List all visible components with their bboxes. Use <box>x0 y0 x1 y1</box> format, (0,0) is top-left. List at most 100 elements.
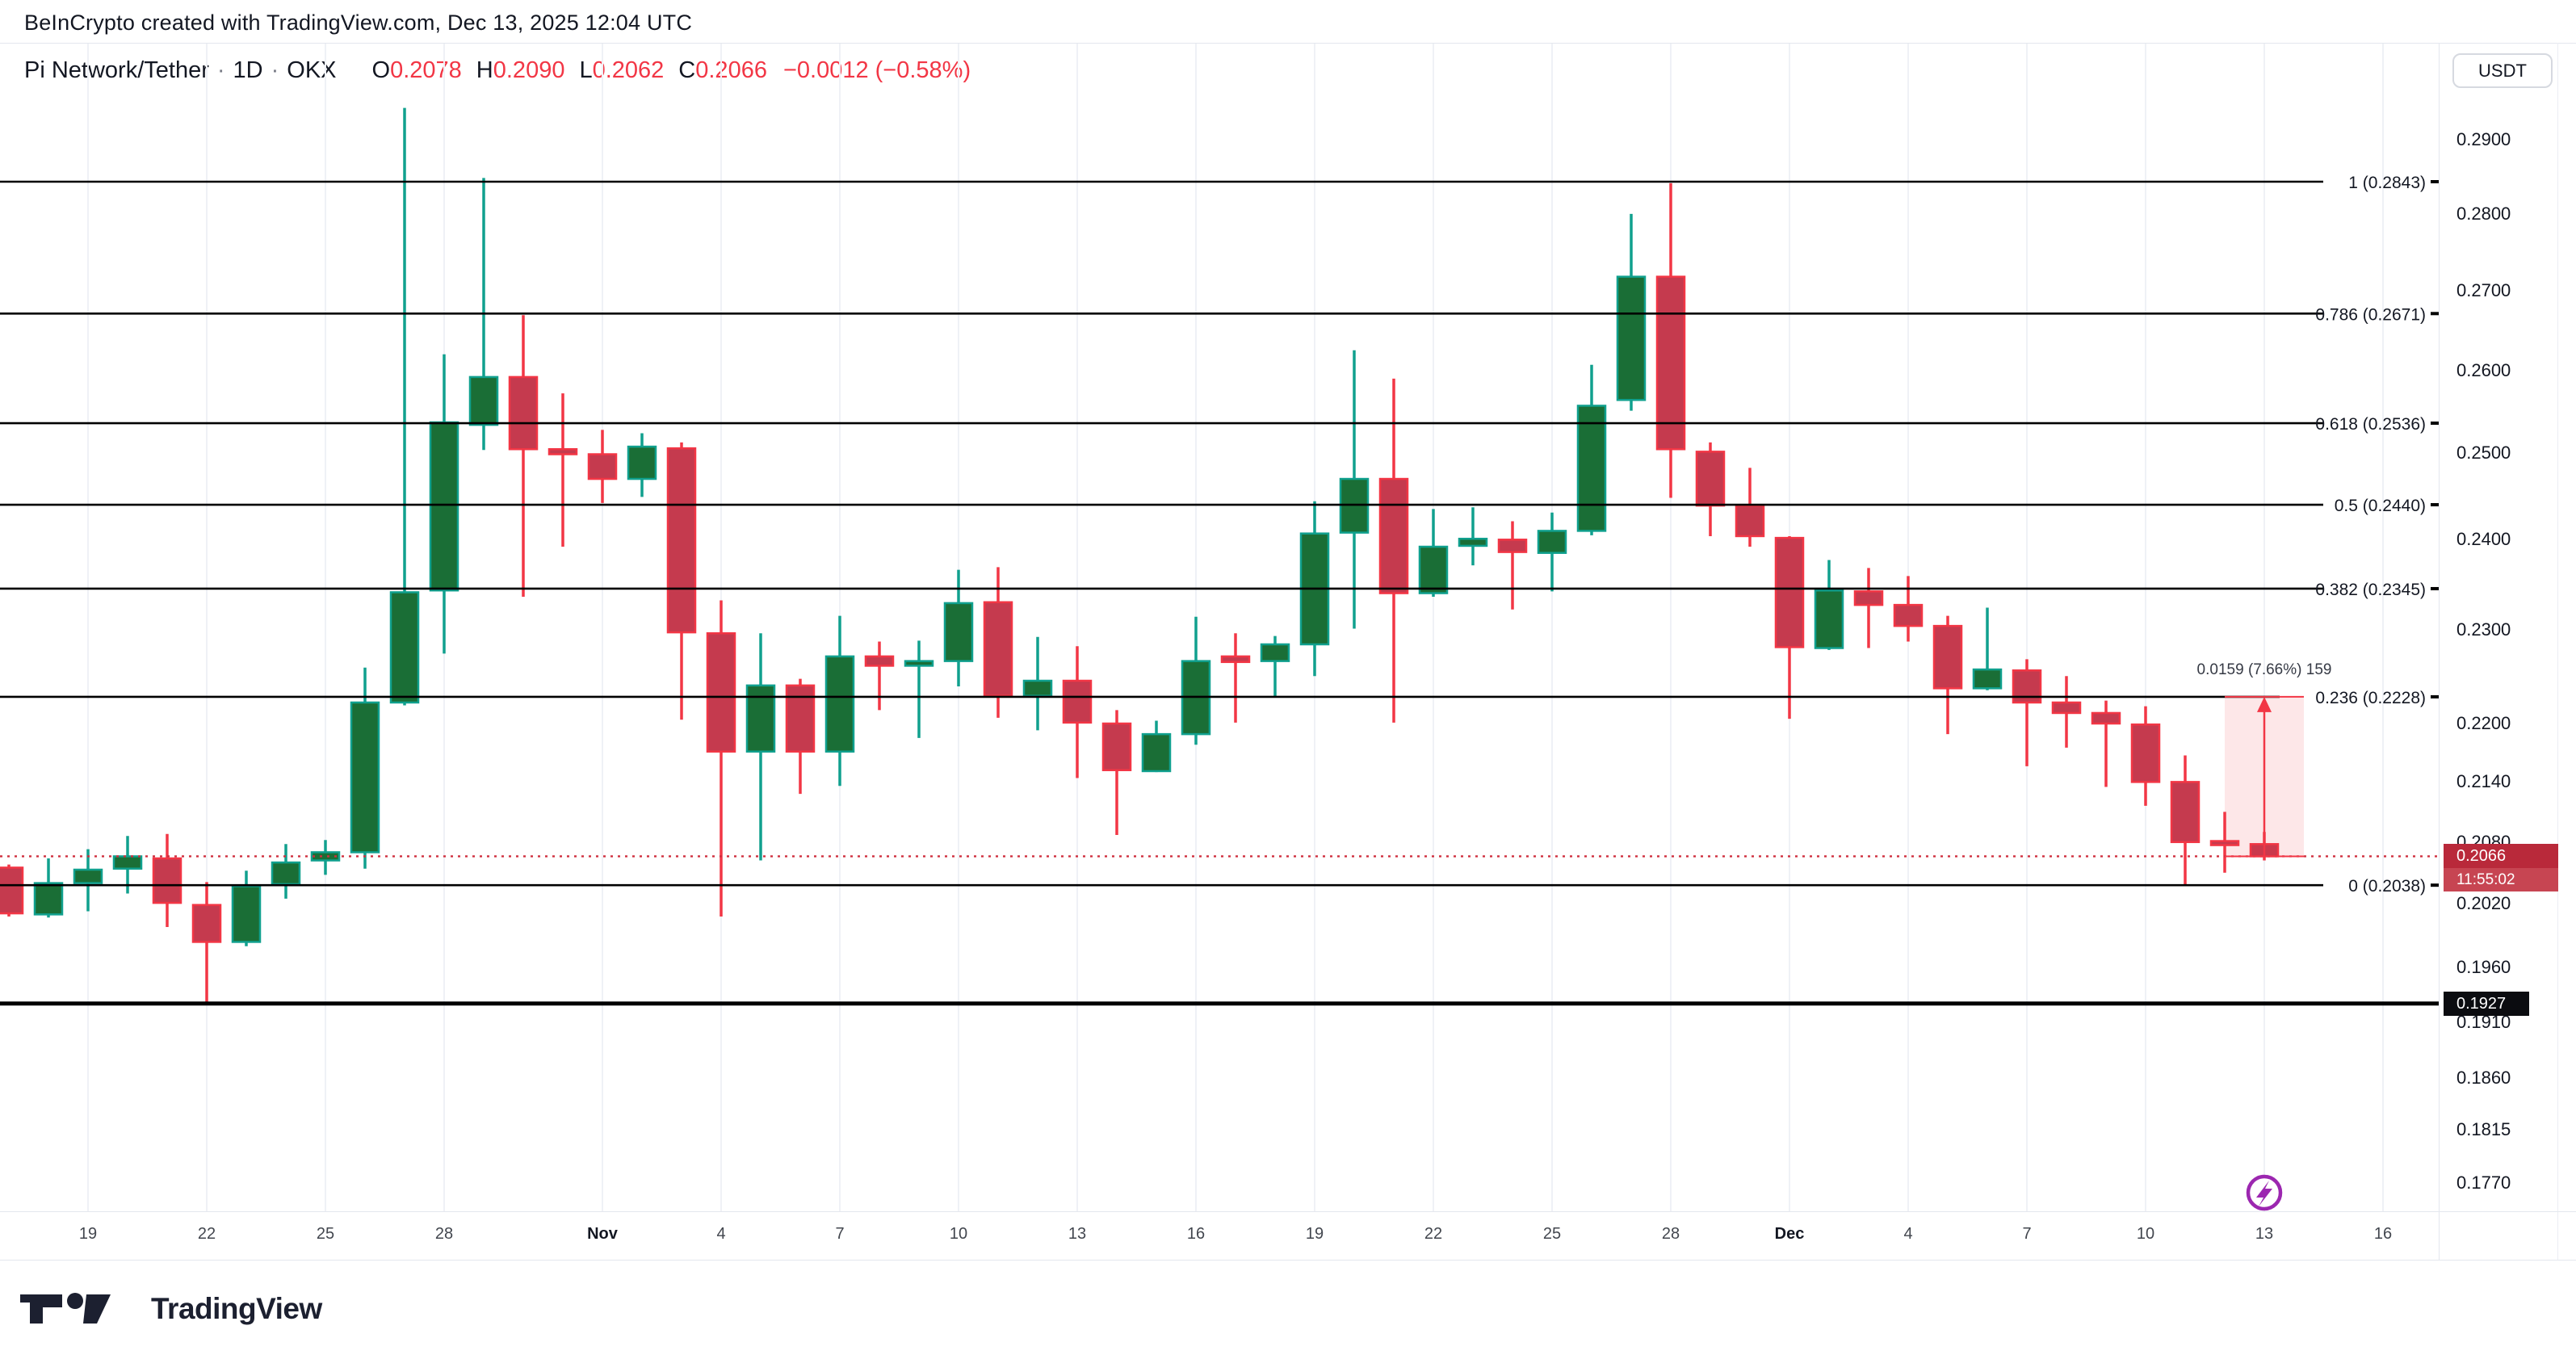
candle-body-nov-27 <box>1616 275 1647 401</box>
time-axis-tick: 10 <box>949 1225 968 1243</box>
price-axis-tick: 0.1860 <box>2456 1068 2511 1089</box>
candle-body-dec-11 <box>2170 781 2201 844</box>
candle-body-nov-7 <box>824 655 855 753</box>
support-price-badge: 0.1927 <box>2444 991 2529 1016</box>
candle-body-dec-5 <box>1932 624 1963 690</box>
fib-tick-dash <box>2431 586 2439 590</box>
attribution-text: BeInCrypto created with TradingView.com,… <box>24 10 693 35</box>
candle-body-nov-18 <box>1260 643 1290 662</box>
candle-body-nov-1 <box>587 453 618 480</box>
time-axis-tick: 28 <box>434 1225 454 1243</box>
candle-body-nov-9 <box>904 660 934 667</box>
fib-label: 0.786 (0.2671) <box>2315 305 2426 324</box>
candle-body-nov-5 <box>745 684 776 753</box>
time-axis-tick: 19 <box>78 1225 98 1243</box>
fib-tick-dash <box>2431 503 2439 507</box>
time-axis-month-label: Dec <box>1774 1225 1805 1243</box>
tradingview-logo-text: TradingView <box>151 1292 322 1325</box>
candle-body-nov-23 <box>1458 537 1488 547</box>
close-label: C <box>678 57 696 83</box>
price-axis-tick: 0.2140 <box>2456 771 2511 792</box>
open-value: 0.2078 <box>390 57 462 83</box>
time-axis-month-label: Nov <box>587 1225 618 1243</box>
time-axis-tick: 25 <box>1542 1225 1562 1243</box>
symbol-info-row: Pi Network/Tether · 1D · OKX O0.2078 H0.2090 L0… <box>24 57 971 84</box>
candle-body-nov-3 <box>666 447 697 634</box>
measurement-label: 0.0159 (7.66%) 159 <box>2197 661 2332 678</box>
candle-body-dec-1 <box>1774 536 1805 648</box>
candle-body-oct-28 <box>429 421 459 592</box>
time-axis-tick: 13 <box>2255 1225 2274 1243</box>
time-axis[interactable]: 19 22 25 28 Nov 4 7 10 13 16 19 22 25 28 Dec 4 7 10 13 16 <box>0 1211 2576 1261</box>
candle-body-nov-29 <box>1695 451 1726 507</box>
close-value: 0.2066 <box>695 57 767 83</box>
candle-body-oct-23 <box>231 885 262 943</box>
candle-body-dec-4 <box>1893 603 1924 627</box>
candle-body-nov-10 <box>943 602 974 662</box>
candle-body-nov-24 <box>1497 539 1528 553</box>
candle-body-dec-12 <box>2209 840 2240 846</box>
time-axis-tick: 28 <box>1661 1225 1680 1243</box>
time-axis-tick: 19 <box>1305 1225 1324 1243</box>
separator-dot: · <box>271 57 279 83</box>
time-axis-tick: 13 <box>1068 1225 1087 1243</box>
time-axis-tick: 22 <box>1424 1225 1443 1243</box>
time-axis-tick: 7 <box>835 1225 845 1243</box>
candle-body-oct-18 <box>33 882 64 916</box>
fib-tick-dash <box>2431 694 2439 698</box>
symbol-title[interactable]: Pi Network/Tether <box>24 57 209 83</box>
candle-body-oct-29 <box>468 375 499 426</box>
bar-countdown-badge: 11:55:02 <box>2444 868 2558 892</box>
price-axis-tick: 0.1770 <box>2456 1173 2511 1193</box>
price-axis-tick: 0.1960 <box>2456 957 2511 978</box>
candle-body-nov-17 <box>1220 655 1251 664</box>
change-value: −0.0012 (−0.58%) <box>782 57 971 83</box>
candle-body-oct-24 <box>271 861 301 886</box>
candle-body-nov-26 <box>1576 405 1607 532</box>
price-axis-tick: 0.2400 <box>2456 529 2511 550</box>
price-axis-tick: 0.2900 <box>2456 129 2511 150</box>
right-edge-border <box>2557 43 2558 1261</box>
candle-body-oct-19 <box>73 868 103 884</box>
candle-body-nov-22 <box>1418 545 1449 594</box>
price-axis-tick: 0.1815 <box>2456 1119 2511 1140</box>
currency-usdt-button[interactable]: USDT <box>2452 53 2553 88</box>
time-axis-tick: 16 <box>1186 1225 1206 1243</box>
exchange[interactable]: OKX <box>287 57 337 83</box>
candle-body-nov-12 <box>1022 679 1053 697</box>
price-axis-tick: 0.2200 <box>2456 713 2511 733</box>
candle-body-oct-26 <box>350 701 380 854</box>
timeframe[interactable]: 1D <box>233 57 263 83</box>
candle-body-dec-10 <box>2130 723 2161 783</box>
tradingview-logo[interactable]: TradingView <box>19 1288 322 1330</box>
fib-label: 0 (0.2038) <box>2348 877 2426 896</box>
measurement-arrowhead <box>2257 696 2272 712</box>
price-axis[interactable]: 0.2900 0.2800 0.2700 0.2600 0.2500 0.2400 0.23… <box>2440 43 2558 1211</box>
price-axis-tick: 0.2800 <box>2456 203 2511 224</box>
low-value: 0.2062 <box>592 57 665 83</box>
candle-body-nov-15 <box>1141 732 1172 773</box>
candle-body-dec-2 <box>1814 589 1844 649</box>
candle-body-nov-28 <box>1655 275 1686 451</box>
fib-label: 0.5 (0.2440) <box>2335 497 2426 515</box>
candle-body-nov-25 <box>1537 530 1567 554</box>
fib-tick-dash <box>2431 312 2439 316</box>
ohlc-values: O0.2078 H0.2090 L0.2062 C0.2066 −0.0012 (−0.… <box>358 57 971 83</box>
price-axis-tick: 0.2600 <box>2456 359 2511 380</box>
fib-label: 0.236 (0.2228) <box>2315 689 2426 707</box>
candle-body-oct-25 <box>310 851 341 862</box>
chart-canvas[interactable]: 1 (0.2843) 0.786 (0.2671) 0.618 (0.2536) 0.… <box>0 43 2439 1211</box>
candle-body-dec-9 <box>2091 711 2121 725</box>
fib-tick-dash <box>2431 883 2439 887</box>
candle-body-dec-3 <box>1853 590 1884 606</box>
candle-body-nov-21 <box>1378 477 1409 594</box>
candle-body-dec-6 <box>1972 668 2003 690</box>
separator-dot: · <box>216 57 225 83</box>
fib-label: 0.618 (0.2536) <box>2315 415 2426 434</box>
candle-body-nov-6 <box>785 684 816 753</box>
low-label: L <box>579 57 593 83</box>
fib-tick-dash <box>2431 422 2439 426</box>
lightning-bolt-glyph <box>2256 1181 2272 1206</box>
time-axis-tick: 4 <box>716 1225 726 1243</box>
